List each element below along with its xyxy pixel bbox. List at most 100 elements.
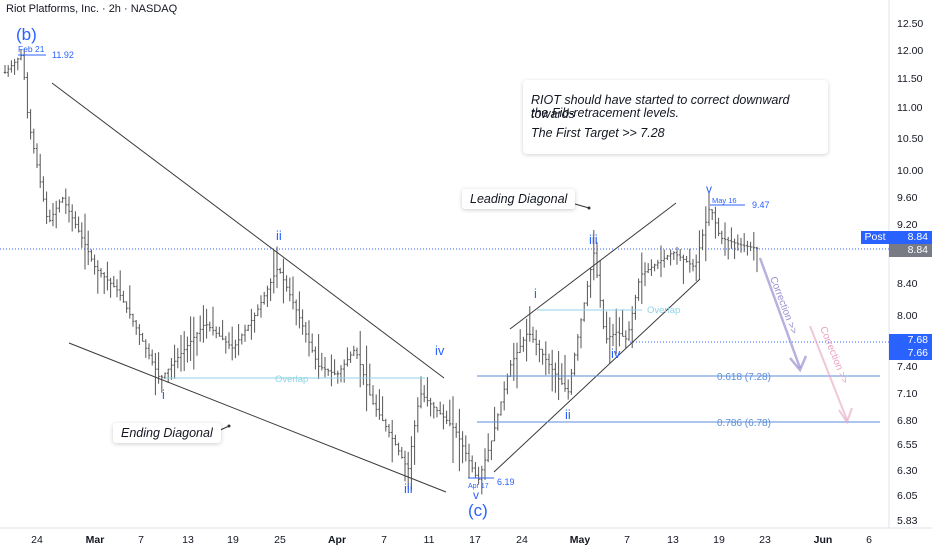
candle-43 xyxy=(141,332,144,342)
candle-40 xyxy=(131,313,135,327)
y-tick-label-5: 10.00 xyxy=(897,165,923,177)
candle-15 xyxy=(51,203,55,227)
candle-179 xyxy=(576,334,580,361)
candle-158 xyxy=(509,360,512,377)
y-tick-label-18: 5.83 xyxy=(897,515,918,527)
low-apr-date: Apr 17 xyxy=(468,483,489,490)
candle-159 xyxy=(512,342,516,381)
analysis-note: RIOT should have started to correct down… xyxy=(523,80,828,154)
candle-130 xyxy=(419,376,423,409)
candle-77 xyxy=(250,308,253,340)
candle-100 xyxy=(323,357,327,378)
candle-98 xyxy=(317,334,320,380)
x-tick-label-14: 19 xyxy=(713,534,725,546)
candle-33 xyxy=(109,277,112,298)
candle-155 xyxy=(499,401,503,416)
candle-4 xyxy=(16,57,20,71)
candle-63 xyxy=(205,308,208,339)
candle-36 xyxy=(118,270,122,301)
candle-164 xyxy=(528,306,532,342)
y-tick-label-3: 11.00 xyxy=(897,102,923,114)
candle-174 xyxy=(560,363,564,385)
candle-19 xyxy=(64,188,68,214)
candle-205 xyxy=(659,245,663,278)
candle-80 xyxy=(259,295,263,318)
candle-86 xyxy=(278,267,282,274)
candle-136 xyxy=(438,401,442,415)
candle-144 xyxy=(464,435,468,462)
x-tick-label-5: 25 xyxy=(274,534,286,546)
note-line-1: RIOT should have started to correct down… xyxy=(531,93,790,121)
x-tick-label-17: 6 xyxy=(866,534,872,546)
candle-8 xyxy=(29,109,32,140)
candle-139 xyxy=(448,399,452,427)
candle-170 xyxy=(547,353,551,375)
wave-label-ii1: ii xyxy=(276,228,282,243)
y-tick-label-13: 7.10 xyxy=(897,388,918,400)
candle-102 xyxy=(330,354,333,387)
wave-label-i2: i xyxy=(534,286,537,301)
candle-103 xyxy=(333,359,336,376)
candle-184 xyxy=(592,229,596,281)
y-tick-label-16: 6.30 xyxy=(897,465,918,477)
x-tick-label-12: 7 xyxy=(624,534,630,546)
candle-215 xyxy=(691,259,695,272)
y-tick-label-10: 8.00 xyxy=(897,310,918,322)
candle-153 xyxy=(493,406,496,442)
x-tick-label-6: Apr xyxy=(328,534,346,546)
candle-116 xyxy=(374,394,378,417)
level-a-badge: 7.68 xyxy=(889,334,932,347)
candle-191 xyxy=(614,308,618,354)
candle-226 xyxy=(726,236,730,260)
candle-157 xyxy=(506,373,509,395)
high-feb-value: 11.92 xyxy=(52,50,74,60)
x-tick-label-7: 7 xyxy=(381,534,387,546)
candle-125 xyxy=(403,450,407,482)
candle-18 xyxy=(61,196,64,203)
wave-label-iii1: iii xyxy=(404,481,413,496)
candle-133 xyxy=(429,397,432,417)
candle-137 xyxy=(442,404,445,430)
candle-230 xyxy=(739,237,743,253)
candle-79 xyxy=(256,304,260,317)
candle-101 xyxy=(326,368,330,376)
y-tick-label-17: 6.05 xyxy=(897,490,918,502)
candle-217 xyxy=(698,230,701,280)
candle-223 xyxy=(717,217,720,237)
y-tick-label-9: 8.40 xyxy=(897,278,918,290)
candle-78 xyxy=(253,312,256,333)
candle-214 xyxy=(688,248,692,273)
candle-115 xyxy=(371,385,375,405)
y-tick-label-14: 6.80 xyxy=(897,415,918,427)
candle-59 xyxy=(192,316,196,370)
candle-104 xyxy=(336,370,340,384)
candle-183 xyxy=(589,268,592,298)
level-b-badge: 7.66 xyxy=(889,347,932,360)
candle-14 xyxy=(48,209,52,223)
candle-76 xyxy=(246,324,250,332)
wave-label-b: (b) xyxy=(16,25,37,44)
candle-114 xyxy=(368,363,372,396)
candle-12 xyxy=(42,176,45,202)
overlap-label-1: Overlap xyxy=(275,374,308,385)
candle-190 xyxy=(611,323,615,347)
candle-32 xyxy=(106,261,109,291)
wave-label-iv2: iv xyxy=(611,346,621,361)
candle-229 xyxy=(736,234,740,251)
candle-196 xyxy=(630,306,634,349)
candle-60 xyxy=(195,331,199,356)
candle-231 xyxy=(742,233,746,253)
candle-222 xyxy=(714,206,717,239)
ending-diagonal-tag: Ending Diagonal xyxy=(113,423,221,443)
candle-6 xyxy=(22,48,26,81)
candle-51 xyxy=(166,368,170,383)
candle-235 xyxy=(755,246,759,273)
candle-97 xyxy=(314,346,317,370)
leading-diagonal-dot xyxy=(587,206,591,210)
candle-189 xyxy=(608,317,612,364)
candle-212 xyxy=(682,254,685,284)
overlap-label-2: Overlap xyxy=(647,305,680,316)
y-tick-label-1: 12.00 xyxy=(897,45,923,57)
candle-167 xyxy=(538,339,541,363)
